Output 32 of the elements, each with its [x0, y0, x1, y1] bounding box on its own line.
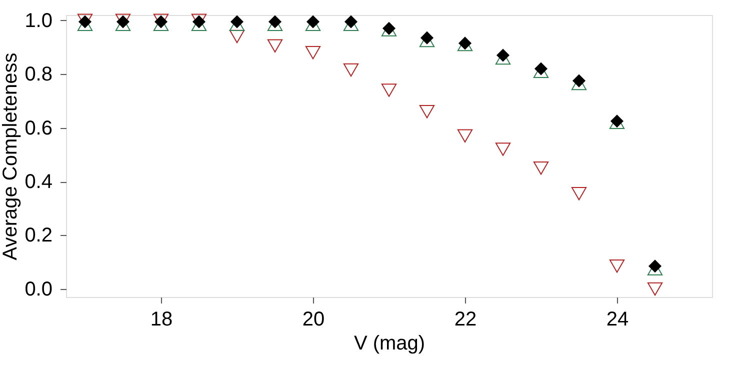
point	[534, 62, 548, 76]
point	[306, 15, 320, 28]
point	[496, 48, 510, 62]
point	[420, 31, 434, 44]
y-tick-label: 0.2	[24, 224, 52, 247]
y-axis-title: Average Completeness	[0, 52, 22, 260]
point	[381, 84, 397, 97]
point	[648, 260, 662, 273]
point	[230, 15, 244, 28]
y-tick-label: 0.6	[24, 117, 52, 140]
point	[305, 46, 321, 60]
point	[495, 142, 511, 156]
point	[533, 161, 549, 175]
y-tick-label: 0.8	[24, 64, 52, 86]
x-tick-label: 22	[454, 308, 477, 330]
point	[572, 74, 586, 88]
x-tick-label: 24	[606, 308, 629, 330]
point	[344, 15, 358, 28]
point	[268, 15, 282, 28]
point	[419, 105, 435, 118]
point	[609, 259, 625, 273]
x-tick-label: 18	[150, 308, 173, 330]
point	[343, 63, 359, 77]
x-tick-label: 20	[302, 308, 325, 330]
y-tick-label: 1.0	[24, 10, 52, 32]
point	[647, 282, 663, 296]
x-axis-title: V (mag)	[354, 332, 426, 354]
point	[457, 129, 473, 142]
point	[267, 39, 283, 53]
y-tick-label: 0.0	[24, 278, 52, 300]
point	[571, 186, 587, 200]
y-tick-label: 0.4	[24, 171, 52, 194]
